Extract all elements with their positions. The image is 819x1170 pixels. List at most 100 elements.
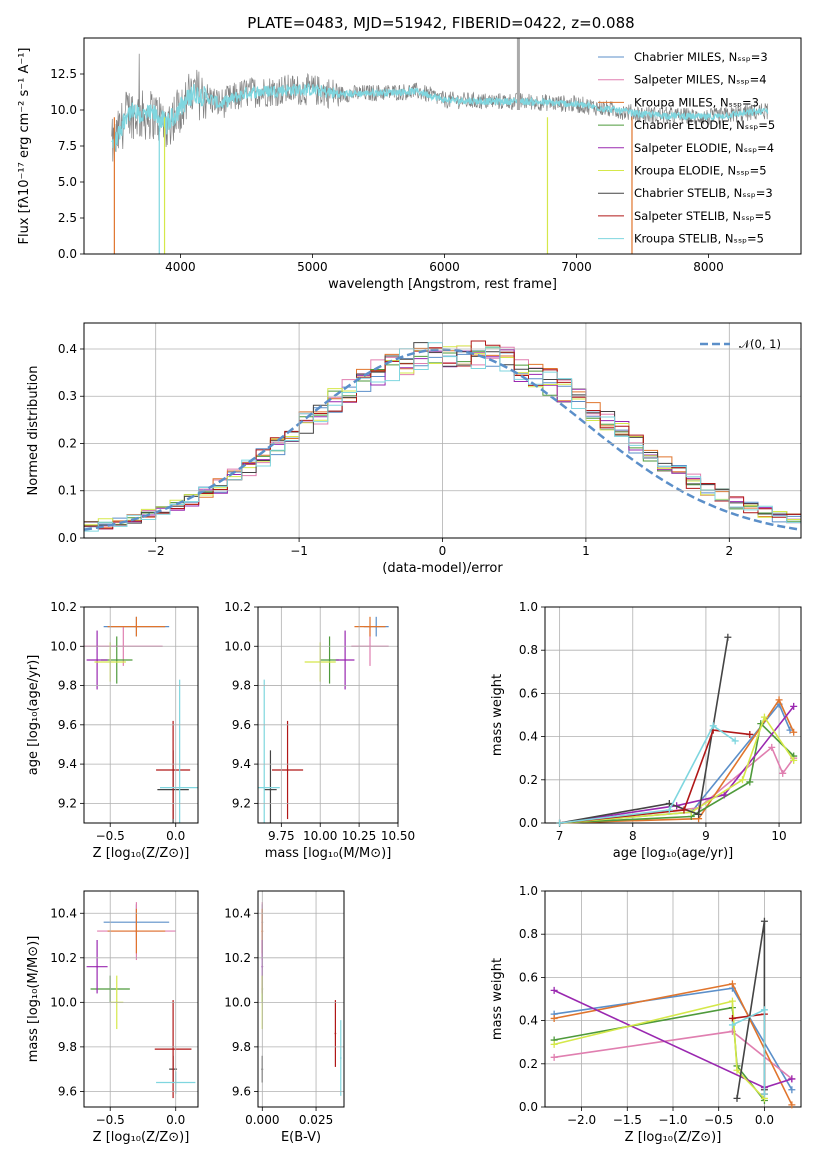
- spectrum-xtick-label: 6000: [429, 260, 460, 274]
- spectrum-xtick-label: 4000: [165, 260, 196, 274]
- massweight-vs-Z-ytick-label: 0.6: [519, 970, 538, 984]
- massweight-vs-age-series-marker: [720, 791, 728, 799]
- residuals-xlabel: (data-model)/error: [382, 561, 503, 576]
- residuals-panel: −2 −1 0 1 2 0.0 0.1 0.2 0.3 0.4 (data-model)/error…: [26, 322, 802, 576]
- massweight-vs-Z-ytick-label: 0.2: [519, 1057, 538, 1071]
- massweight-vs-Z-series-marker: [728, 1021, 736, 1029]
- residuals-ytick-label: 0.4: [58, 342, 77, 356]
- residuals-ytick-label: 0.1: [58, 484, 77, 498]
- massweight-vs-Z-ytick-label: 0.8: [519, 927, 538, 941]
- massweight-vs-Z-ytick-label: 0.4: [519, 1014, 538, 1028]
- mass-vs-Z-xlabel: Z [log₁₀(Z/Z⊙)]: [93, 1130, 190, 1145]
- massweight-vs-age-series-marker: [760, 713, 768, 721]
- mass-vs-Z-point: [172, 1048, 175, 1051]
- massweight-vs-age-series-marker: [680, 806, 688, 814]
- age-vs-mass-point: [328, 659, 331, 661]
- massweight-vs-age-ytick-label: 0.6: [519, 686, 538, 700]
- mass-vs-ebv-plot-area: [261, 902, 342, 1096]
- massweight-vs-Z-ytick-label: 1.0: [519, 884, 538, 898]
- massweight-vs-age-ytick-label: 0.2: [519, 773, 538, 787]
- spectrum-legend-label: Salpeter ELODIE, Nₛₛₚ=4: [634, 141, 774, 155]
- spectrum-model-line: [111, 82, 769, 152]
- mass-vs-ebv-frame: [257, 890, 345, 1108]
- mass-vs-ebv-xtick-label: 0.025: [299, 1113, 333, 1127]
- spectrum-title: PLATE=0483, MJD=51942, FIBERID=0422, z=0…: [247, 14, 634, 32]
- massweight-vs-age-series-marker: [790, 702, 798, 710]
- residuals-xtick-label: −2: [147, 544, 165, 558]
- massweight-vs-age-ytick-label: 0.0: [519, 816, 538, 830]
- massweight-vs-Z-series-marker: [550, 1014, 558, 1022]
- mass-vs-ebv-point: [339, 1057, 342, 1059]
- age-vs-Z-point: [172, 769, 175, 771]
- massweight-vs-Z-frame: [544, 890, 802, 1108]
- massweight-vs-Z-xtick-label: −0.5: [704, 1113, 733, 1127]
- residuals-ytick-label: 0.3: [58, 389, 77, 403]
- massweight-vs-Z-xtick-label: 0.0: [755, 1113, 774, 1127]
- massweight-vs-age-series-marker: [709, 722, 717, 730]
- age-vs-Z-ytick-label: 10.2: [50, 600, 77, 614]
- massweight-vs-age-series-marker: [665, 800, 673, 808]
- age-vs-mass-ytick-label: 10.0: [224, 639, 251, 653]
- age-vs-mass-xtick-label: 9.75: [268, 829, 295, 843]
- spectrum-legend-label: Kroupa ELODIE, Nₛₛₚ=5: [634, 164, 767, 178]
- massweight-vs-Z-series-marker: [788, 1075, 796, 1083]
- age-vs-mass-point: [286, 769, 289, 771]
- massweight-vs-Z-ytick-label: 0.0: [519, 1100, 538, 1114]
- spectrum-frame: [83, 37, 802, 255]
- massweight-vs-Z-series-marker: [728, 1014, 736, 1022]
- spectrum-ytick-label: 10.0: [50, 103, 77, 117]
- mass-vs-Z-xtick-label: −0.5: [96, 1113, 125, 1127]
- age-vs-mass-plot-area: [258, 616, 389, 823]
- age-vs-mass-point: [263, 786, 266, 789]
- massweight-vs-age-ylabel: mass weight: [490, 674, 505, 756]
- massweight-vs-Z-series-marker: [760, 1006, 768, 1014]
- mass-vs-Z-ytick-label: 10.0: [50, 995, 77, 1009]
- massweight-vs-age-series-marker: [768, 743, 776, 751]
- spectrum-legend-label: Salpeter MILES, Nₛₛₚ=4: [634, 73, 767, 87]
- mass-vs-Z-point: [96, 965, 99, 968]
- age-vs-Z-ytick-label: 9.6: [58, 718, 77, 732]
- massweight-vs-age-xtick-label: 8: [629, 829, 637, 843]
- age-vs-Z-point: [115, 659, 118, 661]
- age-vs-mass-point: [369, 625, 371, 628]
- massweight-vs-age-series-marker: [779, 769, 787, 777]
- spectrum-xtick-label: 7000: [561, 260, 592, 274]
- mass-vs-Z-panel: −0.5 0.0 9.6 9.8 10.0 10.2 10.4 Z [log₁₀(Z/Z⊙)]…: [26, 890, 199, 1145]
- massweight-vs-Z-series-marker: [728, 980, 736, 988]
- massweight-vs-age-series-marker: [695, 810, 703, 818]
- massweight-vs-age-xtick-label: 10: [771, 829, 786, 843]
- massweight-vs-Z-panel: −2.0 −1.5 −1.0 −0.5 0.0 0.0 0.2 0.4 0.6 0.8 1.0 Z […: [490, 884, 802, 1145]
- massweight-vs-Z-series-marker: [550, 986, 558, 994]
- age-vs-Z-point: [178, 786, 181, 789]
- massweight-vs-Z-series-marker: [788, 1101, 796, 1109]
- mass-vs-Z-ytick-label: 10.4: [50, 906, 77, 920]
- massweight-vs-Z-series-marker: [550, 1053, 558, 1061]
- age-vs-Z-ytick-label: 9.4: [58, 757, 77, 771]
- residuals-ytick-label: 0.0: [58, 531, 77, 545]
- age-vs-mass-ytick-label: 9.4: [232, 757, 251, 771]
- mass-vs-Z-ytick-label: 9.8: [58, 1040, 77, 1054]
- spectrum-legend-label: Kroupa MILES, Nₛₛₚ=3: [634, 95, 759, 109]
- massweight-vs-age-panel: 7 8 9 10 0.0 0.2 0.4 0.6 0.8 1.0 age [log₁₀(age/yr…: [490, 600, 802, 861]
- massweight-vs-age-series-marker: [665, 806, 673, 814]
- residuals-xtick-label: 1: [582, 544, 590, 558]
- massweight-vs-age-xtick-label: 7: [556, 829, 564, 843]
- mass-vs-ebv-point: [334, 1032, 337, 1035]
- age-vs-Z-panel: −0.5 0.0 9.2 9.4 9.6 9.8 10.0 10.2 Z [log₁₀(Z/Z⊙…: [26, 600, 199, 861]
- massweight-vs-age-series-marker: [556, 819, 564, 827]
- age-vs-Z-ytick-label: 9.8: [58, 679, 77, 693]
- residuals-ytick-label: 0.2: [58, 436, 77, 450]
- spectrum-panel: 4000 5000 6000 7000 8000 0.0 2.5 5.0 7.5 10.0 12.5…: [17, 37, 802, 292]
- spectrum-ytick-label: 2.5: [58, 211, 77, 225]
- massweight-vs-age-series-line: [559, 729, 750, 824]
- mass-vs-ebv-ytick-label: 9.8: [232, 1040, 251, 1054]
- massweight-vs-age-series-marker: [790, 756, 798, 764]
- mass-vs-Z-point: [135, 930, 138, 932]
- mass-vs-Z-frame: [83, 890, 199, 1108]
- spectrum-legend-label: Chabrier ELODIE, Nₛₛₚ=5: [634, 118, 775, 132]
- spectrum-xtick-label: 8000: [693, 260, 724, 274]
- massweight-vs-age-series-marker: [746, 730, 754, 738]
- massweight-vs-age-series-marker: [790, 728, 798, 736]
- spectrum-plot-area: [111, 38, 769, 254]
